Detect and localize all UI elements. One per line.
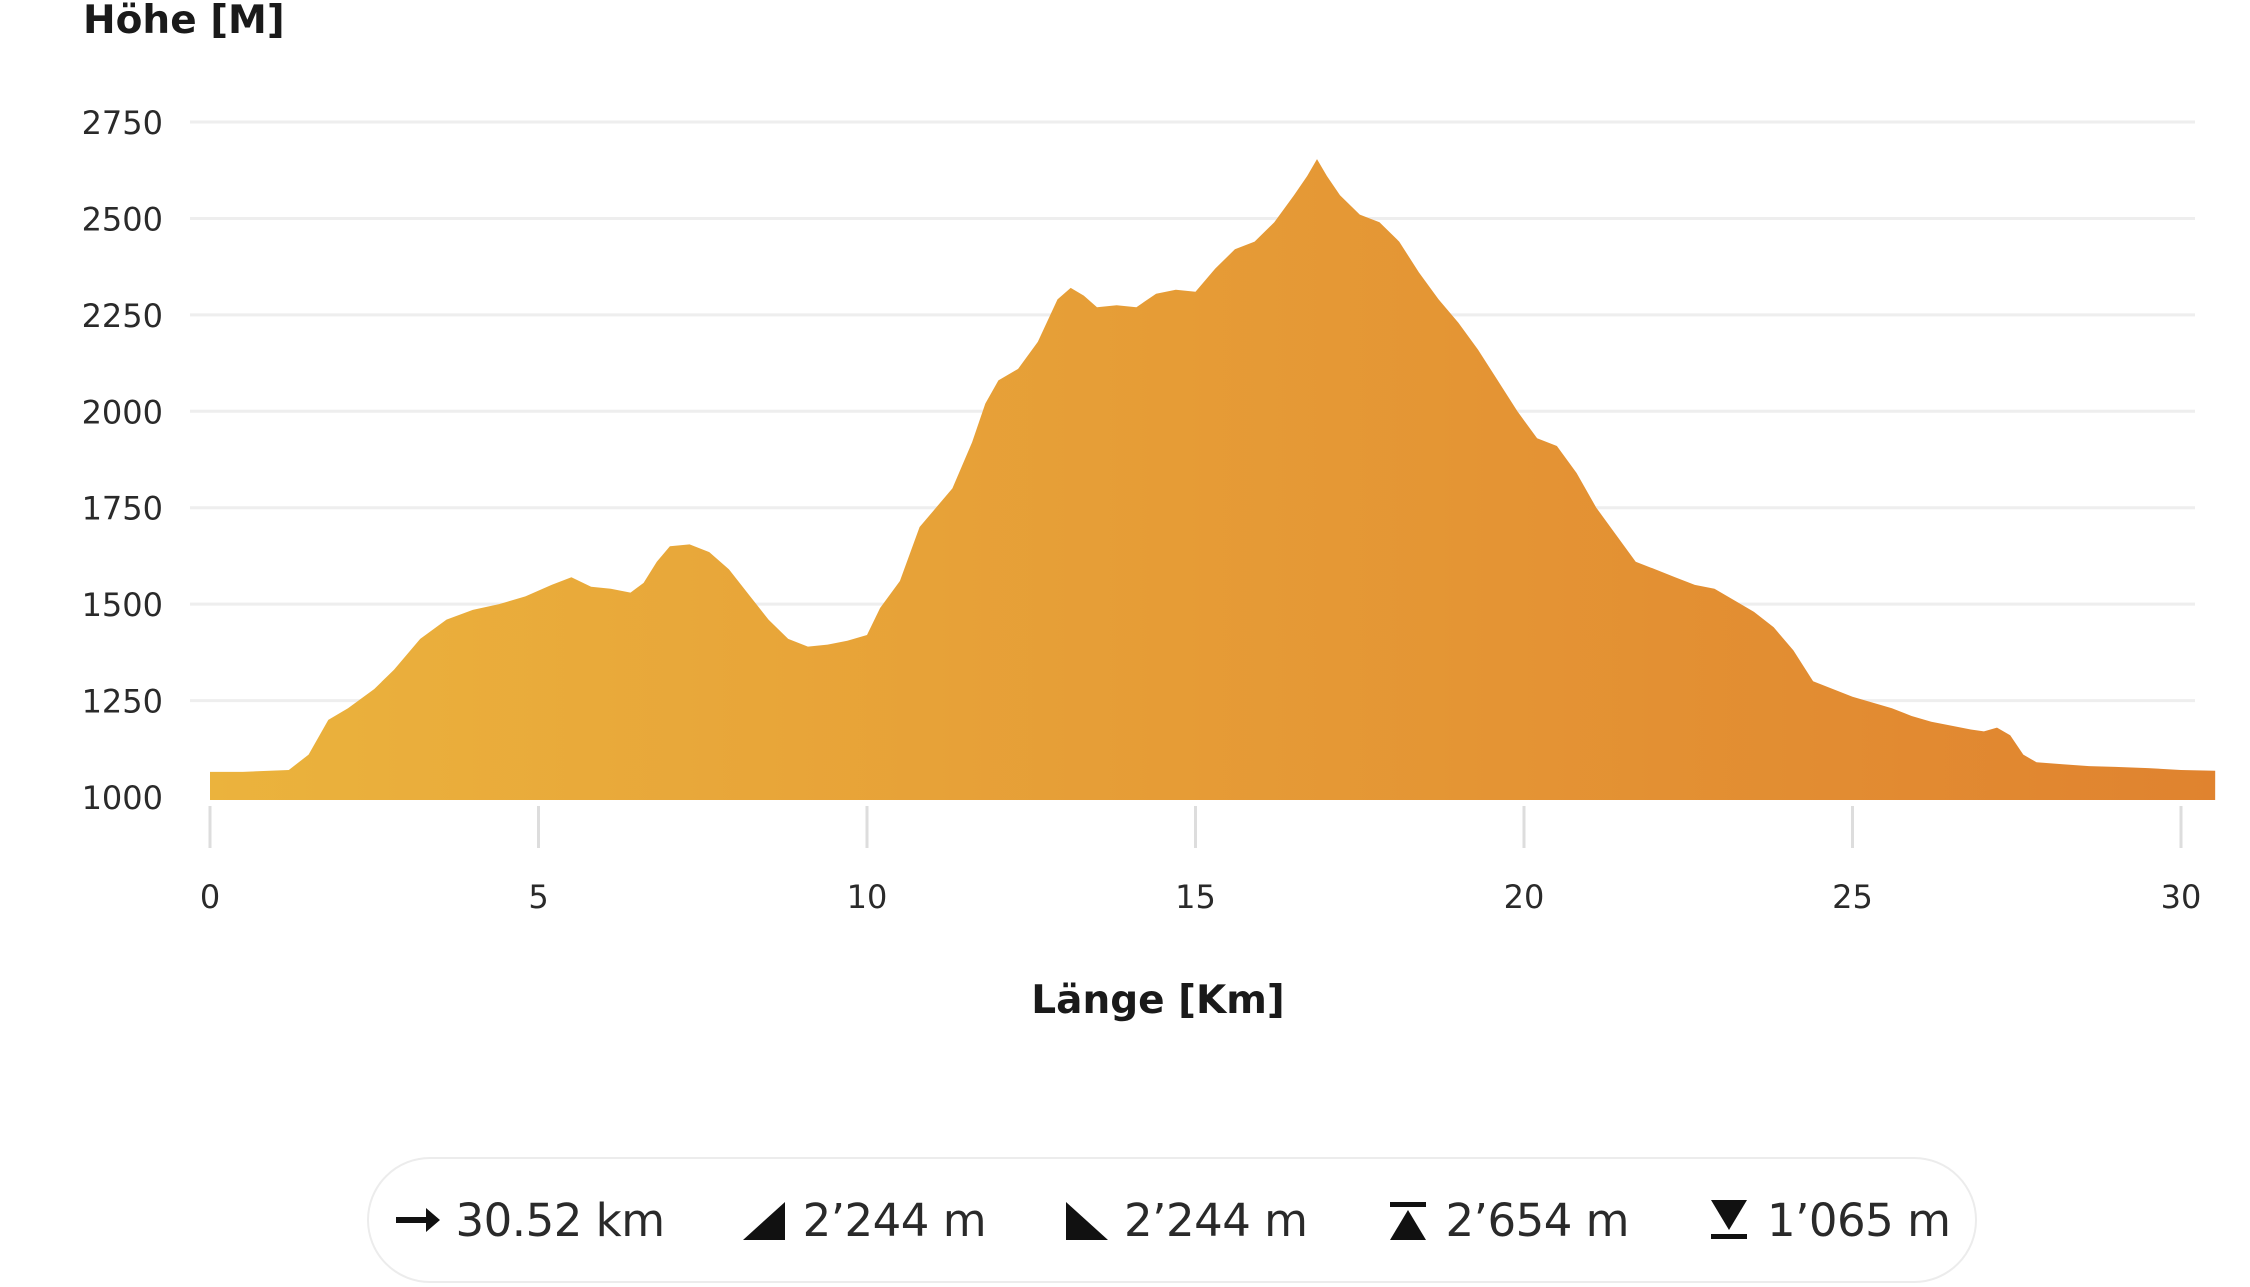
x-tick-label: 25 — [1832, 878, 1873, 916]
stat-distance: 30.52 km — [394, 1194, 665, 1247]
elevation-chart: 1000 1250 1500 1750 2000 2250 2500 2750 0 5 10 15 20… — [82, 0, 2216, 1023]
y-tick-label: 2000 — [82, 393, 163, 431]
elevation-chart-svg: 1000 1250 1500 1750 2000 2250 2500 2750 0 5 10 15 20… — [82, 0, 2216, 1023]
x-tick-label: 10 — [847, 878, 888, 916]
ascent-value: 2’244 m — [802, 1193, 987, 1247]
stat-ascent: 2’244 m — [741, 1193, 987, 1247]
min-altitude-icon — [1705, 1196, 1753, 1244]
y-tick-label: 1000 — [82, 779, 163, 817]
x-tick-label: 15 — [1175, 878, 1216, 916]
min-altitude-value: 1’065 m — [1766, 1193, 1951, 1247]
ascent-icon — [741, 1196, 789, 1244]
y-tick-label: 2500 — [82, 200, 163, 238]
x-tick-label: 30 — [2161, 878, 2202, 916]
max-altitude-icon — [1384, 1196, 1432, 1244]
y-tick-label: 1750 — [82, 490, 163, 528]
descent-value: 2’244 m — [1124, 1193, 1308, 1247]
x-tick-label: 0 — [200, 878, 220, 916]
x-tick-label: 5 — [528, 878, 548, 916]
route-stats-bar: 30.52 km 2’244 m 2’244 m 2’654 m 1’065 m — [367, 1157, 1977, 1283]
elevation-area — [210, 159, 2216, 801]
y-tick-label: 2250 — [82, 297, 163, 335]
descent-icon — [1062, 1196, 1110, 1244]
x-axis-label: Länge [Km] — [1031, 978, 1284, 1023]
y-tick-label: 1500 — [82, 586, 163, 624]
x-tick-label: 20 — [1504, 878, 1545, 916]
y-axis-label: Höhe [M] — [83, 0, 285, 43]
stat-min-altitude: 1’065 m — [1705, 1193, 1951, 1247]
max-altitude-value: 2’654 m — [1445, 1193, 1630, 1247]
distance-value: 30.52 km — [455, 1193, 666, 1247]
right-arrow-icon — [394, 1196, 442, 1244]
stat-max-altitude: 2’654 m — [1384, 1194, 1629, 1247]
y-tick-label: 1250 — [82, 683, 163, 721]
stat-descent: 2’244 m — [1062, 1193, 1308, 1247]
y-tick-label: 2750 — [82, 104, 163, 142]
